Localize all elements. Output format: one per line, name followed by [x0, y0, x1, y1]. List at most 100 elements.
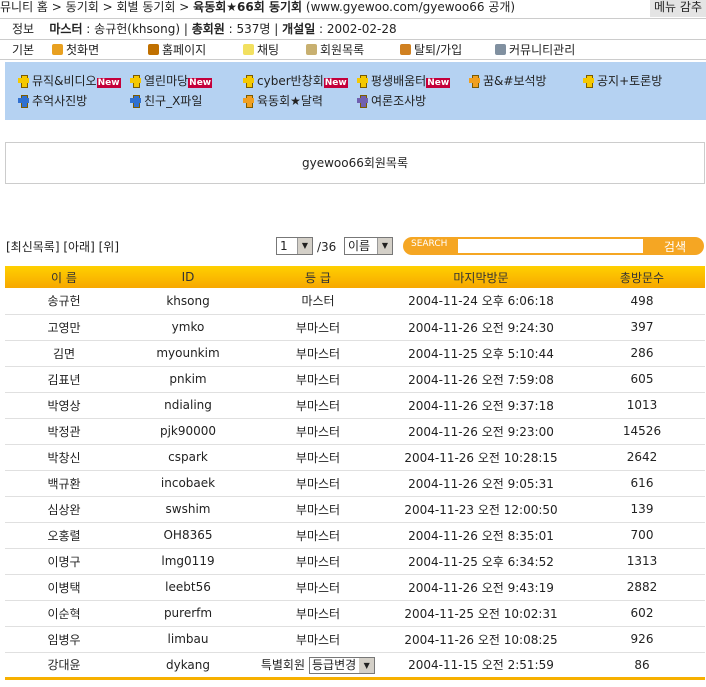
member-name-text[interactable]: 김면 — [52, 346, 76, 361]
column-header[interactable]: 총방문수 — [579, 266, 705, 288]
table-row: 임병우 limbau 부마스터 2004-11-26 오전 10:08:25 926 — [5, 626, 705, 653]
nav-links[interactable]: [최신목록] [아래] [위] — [6, 240, 119, 254]
visit-count: 139 — [579, 496, 705, 523]
member-name-text[interactable]: 박창신 — [47, 450, 81, 465]
visit-count-text: 605 — [630, 372, 654, 386]
member-id-text[interactable]: pnkim — [169, 372, 207, 386]
member-grade-text: 부마스터 — [295, 554, 341, 569]
member-name-text[interactable]: 심상완 — [47, 502, 81, 517]
door-icon — [52, 44, 63, 55]
menu-home-first[interactable]: 첫화면 — [52, 40, 99, 60]
last-visit-text: 2004-11-26 오전 8:35:01 — [408, 528, 554, 543]
member-name-text[interactable]: 고영만 — [47, 320, 81, 335]
board-link[interactable]: 여론조사방 — [357, 92, 426, 109]
member-id-text[interactable]: OH8365 — [163, 528, 213, 542]
last-visit: 2004-11-26 오전 9:05:31 — [383, 470, 579, 497]
last-visit-text: 2004-11-23 오전 12:00:50 — [404, 502, 558, 517]
member-name: 박정관 — [5, 418, 123, 445]
grade-change-select[interactable]: 등급변경 ▼ — [309, 656, 376, 674]
menu-homepage[interactable]: 홈페이지 — [148, 40, 206, 60]
column-header[interactable]: ID — [123, 266, 253, 288]
member-id-text[interactable]: purerfm — [163, 606, 213, 620]
menu-members[interactable]: 회원목록 — [306, 40, 364, 60]
column-header[interactable]: 마지막방문 — [383, 266, 579, 288]
board-link[interactable]: 공지+토론방 — [583, 72, 662, 89]
new-badge: New — [188, 78, 213, 88]
board-link[interactable]: 열린마당New — [130, 72, 213, 89]
hide-menu-button[interactable]: 메뉴 감추 — [650, 0, 706, 17]
member-id-text[interactable]: dykang — [165, 657, 211, 672]
member-name-text[interactable]: 송규헌 — [47, 294, 81, 309]
member-id-text[interactable]: khsong — [166, 293, 210, 308]
plus-icon — [243, 95, 254, 108]
member-id-text[interactable]: ymko — [171, 320, 205, 334]
plus-icon — [357, 75, 368, 88]
last-visit: 2004-11-26 오전 9:37:18 — [383, 392, 579, 419]
menu-label: 채팅 — [257, 43, 280, 57]
member-name-text[interactable]: 강대윤 — [47, 658, 81, 672]
member-table: 이 름 ID 등 급 마지막방문 총방문수 송규헌 khsong 마스터 2004-11-24… — [5, 266, 705, 680]
member-name-text[interactable]: 김표년 — [47, 372, 81, 387]
visit-count: 1313 — [579, 548, 705, 575]
member-id-text[interactable]: pjk90000 — [159, 424, 217, 438]
member-grade: 부마스터 — [253, 548, 383, 575]
table-row: 오홍렬 OH8365 부마스터 2004-11-26 오전 8:35:01 700 — [5, 522, 705, 549]
member-id: OH8365 — [123, 522, 253, 549]
member-name-text[interactable]: 박정관 — [47, 424, 81, 439]
member-id-text[interactable]: leebt56 — [165, 580, 211, 594]
breadcrumb-path[interactable]: 뮤니티 홈 > 동기회 > 회별 동기회 > — [0, 0, 194, 14]
board-link[interactable]: 추억사진방 — [18, 92, 87, 109]
member-id-text[interactable]: lmg0119 — [161, 554, 215, 568]
table-row: 김표년 pnkim 부마스터 2004-11-26 오전 7:59:08 605 — [5, 366, 705, 393]
table-row: 박창신 cspark 부마스터 2004-11-26 오전 10:28:15 2642 — [5, 444, 705, 471]
member-name-text[interactable]: 백규환 — [47, 476, 81, 491]
last-visit-text: 2004-11-26 오전 7:59:08 — [408, 372, 554, 387]
member-name-text[interactable]: 이순혁 — [47, 606, 81, 621]
board-label: 뮤직&비디오 — [32, 74, 97, 88]
page-select[interactable]: 1 ▼ — [276, 237, 313, 255]
board-label: 평생배움터 — [371, 74, 427, 88]
member-name-text[interactable]: 임병우 — [47, 632, 81, 647]
last-visit-text: 2004-11-26 오전 9:05:31 — [408, 476, 554, 491]
member-name-text[interactable]: 오홍렬 — [47, 528, 81, 543]
master-label: 마스터 — [49, 22, 83, 36]
board-link[interactable]: 육동회★달력 — [243, 92, 323, 109]
basic-menu: 기본 첫화면 홈페이지 채팅 회원목록 탈퇴/가입 커뮤니티관리 — [0, 39, 706, 60]
member-id: dykang — [123, 652, 253, 680]
member-id-text[interactable]: swshim — [165, 502, 211, 516]
search-input[interactable] — [458, 239, 643, 253]
member-grade-text: 부마스터 — [295, 528, 341, 543]
member-name-text[interactable]: 박영상 — [47, 398, 81, 413]
member-name: 박창신 — [5, 444, 123, 471]
member-id-text[interactable]: ndialing — [164, 398, 212, 412]
last-visit-text: 2004-11-24 오후 6:06:18 — [408, 294, 554, 309]
member-id-text[interactable]: incobaek — [160, 476, 216, 490]
column-header[interactable]: 등 급 — [253, 266, 383, 288]
member-grade-text: 부마스터 — [295, 476, 341, 491]
member-name: 오홍렬 — [5, 522, 123, 549]
board-link[interactable]: 친구_X파일 — [130, 92, 202, 109]
member-name-text[interactable]: 이명구 — [47, 554, 81, 569]
board-link[interactable]: cyber반창회New — [243, 72, 348, 89]
search-button[interactable]: 검색 — [663, 240, 686, 254]
column-header[interactable]: 이 름 — [5, 266, 123, 288]
board-link[interactable]: 꿈&#보석방 — [469, 72, 547, 89]
member-id: ymko — [123, 314, 253, 341]
menu-community-admin[interactable]: 커뮤니티관리 — [495, 40, 575, 60]
member-grade: 부마스터 — [253, 314, 383, 341]
menu-chat[interactable]: 채팅 — [243, 40, 279, 60]
menu-join-leave[interactable]: 탈퇴/가입 — [400, 40, 462, 60]
member-id: khsong — [123, 288, 253, 315]
board-link[interactable]: 평생배움터New — [357, 72, 451, 89]
member-id-text[interactable]: limbau — [167, 632, 209, 646]
board-link[interactable]: 뮤직&비디오New — [18, 72, 121, 89]
new-badge: New — [426, 78, 451, 88]
visit-count-text: 14526 — [622, 424, 662, 438]
last-visit: 2004-11-26 오전 9:24:30 — [383, 314, 579, 341]
book-icon — [306, 44, 317, 55]
search-field-select[interactable]: 이름 ▼ — [344, 237, 393, 255]
page-total: /36 — [317, 240, 337, 254]
member-id-text[interactable]: cspark — [168, 450, 208, 464]
member-id-text[interactable]: myounkim — [156, 346, 220, 360]
member-name-text[interactable]: 이병택 — [47, 580, 81, 595]
